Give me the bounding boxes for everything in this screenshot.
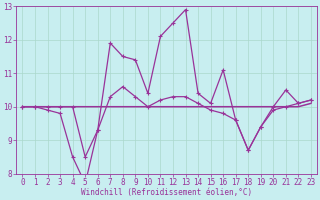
X-axis label: Windchill (Refroidissement éolien,°C): Windchill (Refroidissement éolien,°C) [81,188,252,197]
